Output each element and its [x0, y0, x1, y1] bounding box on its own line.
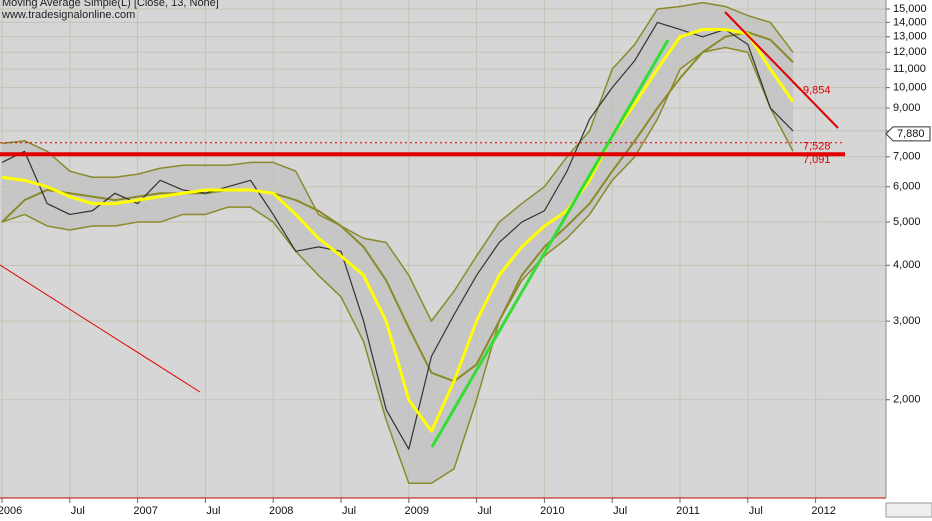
series-line: [1, 1, 794, 322]
x-tick-label: 2010: [540, 505, 564, 517]
scroll-controls[interactable]: [885, 502, 932, 518]
y-tick-label: 11,000: [893, 63, 926, 75]
y-tick-label: 10,000: [893, 82, 927, 94]
x-tick-label: Jul: [613, 505, 627, 517]
x-tick-label: Jul: [342, 505, 356, 517]
y-tick-label: 5,000: [893, 216, 921, 228]
series-line: [1, 27, 795, 433]
x-tick-label: Jul: [71, 505, 85, 517]
y-tick-label: 9,000: [893, 102, 921, 114]
level-label: 7,528: [803, 141, 831, 153]
y-tick-label: 3,000: [893, 315, 921, 327]
y-tick-label: 7,000: [893, 151, 921, 163]
x-tick-label: Jul: [206, 505, 220, 517]
last-price-box: [885, 126, 931, 142]
trend-line: [724, 11, 839, 129]
trend-line: [430, 39, 670, 448]
axis-background: [0, 498, 886, 521]
last-price-label: 7,880: [897, 128, 925, 140]
x-tick-label: 2009: [405, 505, 429, 517]
series-line: [1, 46, 794, 485]
y-tick-label: 12,000: [893, 46, 927, 58]
y-tick-label: 2,000: [893, 394, 921, 406]
x-tick-label: Jul: [749, 505, 763, 517]
level-label: 9,854: [803, 84, 831, 96]
chart-subtitle: www.tradesignalonline.com: [1, 9, 135, 21]
y-tick-label: 15,000: [893, 3, 927, 15]
x-tick-label: 2011: [676, 505, 700, 517]
band-area: [2, 2, 793, 484]
trend-line: [0, 264, 201, 393]
y-tick-label: 6,000: [893, 181, 921, 193]
level-label: 7,091: [803, 154, 831, 166]
chart-title: Moving Average Simple(L) [Close, 13, Non…: [2, 0, 219, 9]
y-tick-label: 14,000: [893, 16, 927, 28]
x-tick-label: 2008: [269, 505, 293, 517]
axis-background: [886, 0, 932, 521]
y-tick-label: 13,000: [893, 31, 927, 43]
series-line: [1, 31, 794, 383]
y-tick-label: 4,000: [893, 259, 921, 271]
x-tick-label: 2012: [811, 505, 835, 517]
x-tick-label: Jul: [478, 505, 492, 517]
x-tick-label: 2007: [133, 505, 157, 517]
x-tick-label: 2006: [0, 505, 22, 517]
